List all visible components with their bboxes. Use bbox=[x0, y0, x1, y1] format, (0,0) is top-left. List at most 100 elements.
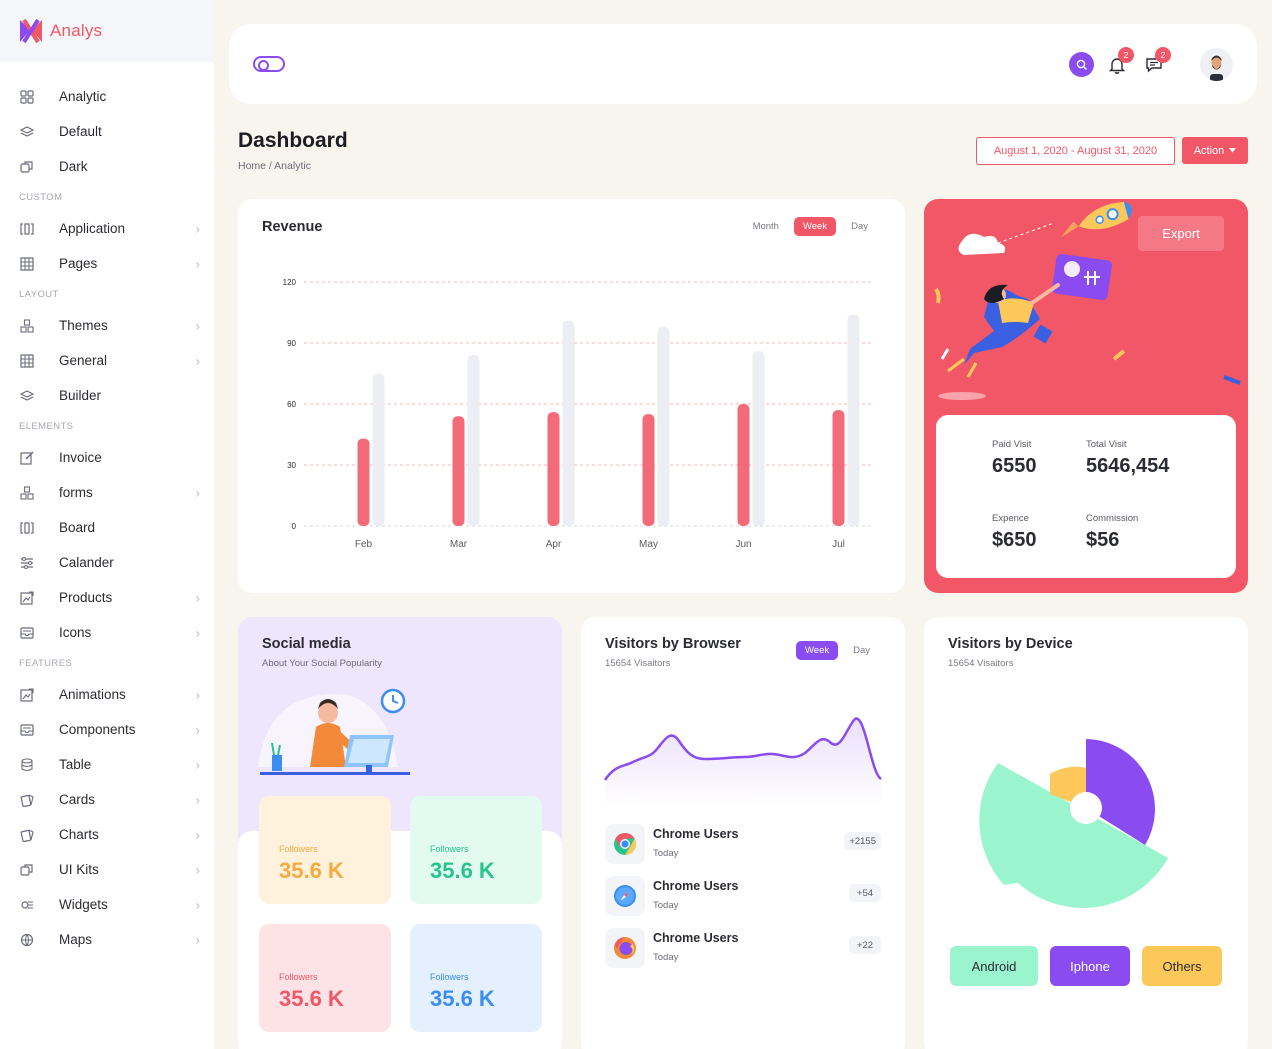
followers-tile-green[interactable]: Followers 35.6 K bbox=[410, 796, 542, 904]
sidebar-item-components[interactable]: Components › bbox=[0, 712, 214, 747]
tab-week[interactable]: Week bbox=[796, 641, 839, 660]
notifications-button[interactable]: 2 bbox=[1108, 47, 1134, 74]
sidebar-item-cards[interactable]: Cards › bbox=[0, 782, 214, 817]
revenue-bar bbox=[832, 410, 845, 526]
layers-icon bbox=[20, 125, 34, 139]
sidebar-item-builder[interactable]: Builder bbox=[0, 378, 214, 413]
chevron-right-icon: › bbox=[195, 897, 200, 912]
safari-icon bbox=[605, 876, 645, 916]
followers-tile-blue[interactable]: Followers 35.6 K bbox=[410, 924, 542, 1032]
tile-value: 35.6 K bbox=[279, 858, 344, 883]
messages-button[interactable]: 2 bbox=[1145, 47, 1171, 74]
chevron-right-icon: › bbox=[195, 485, 200, 500]
sidebar-item-animations[interactable]: Animations › bbox=[0, 677, 214, 712]
browser-count-badge: +22 bbox=[849, 936, 881, 954]
chevron-right-icon: › bbox=[195, 590, 200, 605]
date-range-picker[interactable]: August 1, 2020 - August 31, 2020 bbox=[976, 137, 1175, 165]
boxes-icon bbox=[20, 318, 34, 333]
y-tick-label: 30 bbox=[287, 461, 296, 470]
brand-logo[interactable]: Analys bbox=[0, 0, 214, 62]
stat-label: Expence bbox=[992, 513, 1029, 524]
sidebar-item-analytic[interactable]: Analytic bbox=[0, 79, 214, 114]
tab-week[interactable]: Week bbox=[793, 217, 837, 236]
x-tick-label: Apr bbox=[546, 539, 562, 550]
tab-month[interactable]: Month bbox=[752, 221, 779, 232]
chevron-right-icon: › bbox=[195, 353, 200, 368]
device-label: Others bbox=[1162, 958, 1202, 974]
chevron-right-icon: › bbox=[195, 625, 200, 640]
sidebar-item-label: Board bbox=[59, 520, 96, 535]
sidebar-item-forms[interactable]: forms › bbox=[0, 475, 214, 510]
image-edit-icon bbox=[20, 590, 34, 605]
sidebar-item-general[interactable]: General › bbox=[0, 343, 214, 378]
browser-row[interactable]: Chrome Users Today +54 bbox=[605, 876, 881, 916]
sidebar-item-application[interactable]: Application › bbox=[0, 211, 214, 246]
browser-header: Visitors by Browser 15654 Visaitors bbox=[605, 636, 741, 669]
followers-tile-red[interactable]: Followers 35.6 K bbox=[259, 924, 391, 1032]
revenue-card: Revenue Month Week Day 0 30 60 90 120 Feb Mar A… bbox=[238, 199, 905, 593]
followers-tile-orange[interactable]: Followers 35.6 K bbox=[259, 796, 391, 904]
revenue-bar bbox=[737, 404, 750, 526]
copy-icon bbox=[20, 160, 34, 174]
user-avatar-icon bbox=[1200, 48, 1233, 81]
sidebar-item-label: UI Kits bbox=[59, 862, 99, 877]
sidebar-toggle-button[interactable] bbox=[253, 56, 285, 72]
browser-count-badge: +2155 bbox=[844, 832, 881, 850]
social-title: Social media bbox=[262, 636, 351, 652]
cards-icon bbox=[20, 793, 34, 807]
device-title: Visitors by Device bbox=[948, 636, 1073, 652]
sidebar-item-pages[interactable]: Pages › bbox=[0, 246, 214, 281]
stat-value: 6550 bbox=[992, 455, 1037, 477]
donut-segment-iphone bbox=[1086, 739, 1155, 845]
device-filter-others[interactable]: Others bbox=[1142, 946, 1222, 986]
sidebar-item-dark[interactable]: Dark bbox=[0, 149, 214, 184]
sidebar-item-label: Animations bbox=[59, 687, 126, 702]
user-avatar[interactable] bbox=[1200, 48, 1233, 81]
revenue-bar bbox=[657, 326, 670, 526]
export-button[interactable]: Export bbox=[1138, 216, 1224, 251]
sidebar-item-products[interactable]: Products › bbox=[0, 580, 214, 615]
sidebar-section-features: FEATURES bbox=[19, 658, 73, 669]
visitors-by-device-card: Visitors by Device 15654 Visaitors Andro… bbox=[924, 617, 1248, 1049]
sidebar-item-table[interactable]: Table › bbox=[0, 747, 214, 782]
sidebar-item-label: Calander bbox=[59, 555, 114, 570]
sidebar-item-board[interactable]: Board bbox=[0, 510, 214, 545]
sidebar-item-label: Table bbox=[59, 757, 92, 772]
sidebar-item-widgets[interactable]: Widgets › bbox=[0, 887, 214, 922]
stat-paid-visit: Paid Visit 6550 bbox=[992, 439, 1037, 478]
browser-row[interactable]: Chrome Users Today +2155 bbox=[605, 824, 881, 864]
sliders-icon bbox=[20, 556, 34, 570]
x-tick-label: May bbox=[639, 539, 658, 550]
sidebar-item-label: Themes bbox=[59, 318, 108, 333]
search-button[interactable] bbox=[1069, 52, 1094, 77]
stat-label: Total Visit bbox=[1086, 439, 1127, 450]
browser-trend-sparkline bbox=[603, 717, 882, 807]
sidebar-item-maps[interactable]: Maps › bbox=[0, 922, 214, 957]
browser-row[interactable]: Chrome Users Today +22 bbox=[605, 928, 881, 968]
breadcrumb[interactable]: Home / Analytic bbox=[238, 160, 311, 172]
action-dropdown-button[interactable]: Action bbox=[1182, 137, 1248, 164]
browser-when: Today bbox=[653, 848, 679, 859]
sidebar-item-ui-kits[interactable]: UI Kits › bbox=[0, 852, 214, 887]
x-tick-label: Feb bbox=[355, 539, 373, 550]
sidebar-item-charts[interactable]: Charts › bbox=[0, 817, 214, 852]
sidebar-item-icons[interactable]: Icons › bbox=[0, 615, 214, 650]
stat-expence: Expence $650 bbox=[992, 513, 1037, 552]
tab-day[interactable]: Day bbox=[853, 645, 871, 656]
device-filter-iphone[interactable]: Iphone bbox=[1050, 946, 1130, 986]
columns-icon bbox=[20, 222, 34, 236]
tab-day[interactable]: Day bbox=[851, 221, 868, 232]
sidebar-item-default[interactable]: Default bbox=[0, 114, 214, 149]
sidebar-item-calander[interactable]: Calander bbox=[0, 545, 214, 580]
sidebar-item-invoice[interactable]: Invoice bbox=[0, 440, 214, 475]
page-title: Dashboard bbox=[238, 129, 348, 152]
caret-down-icon bbox=[1229, 148, 1237, 153]
sidebar-item-label: Charts bbox=[59, 827, 99, 842]
chevron-right-icon: › bbox=[195, 862, 200, 877]
sidebar-item-label: forms bbox=[59, 485, 93, 500]
sidebar-item-label: Icons bbox=[59, 625, 92, 640]
sidebar-item-themes[interactable]: Themes › bbox=[0, 308, 214, 343]
sidebar-section-layout: LAYOUT bbox=[19, 289, 59, 300]
device-label: Android bbox=[971, 958, 1017, 974]
device-filter-android[interactable]: Android bbox=[950, 946, 1038, 986]
